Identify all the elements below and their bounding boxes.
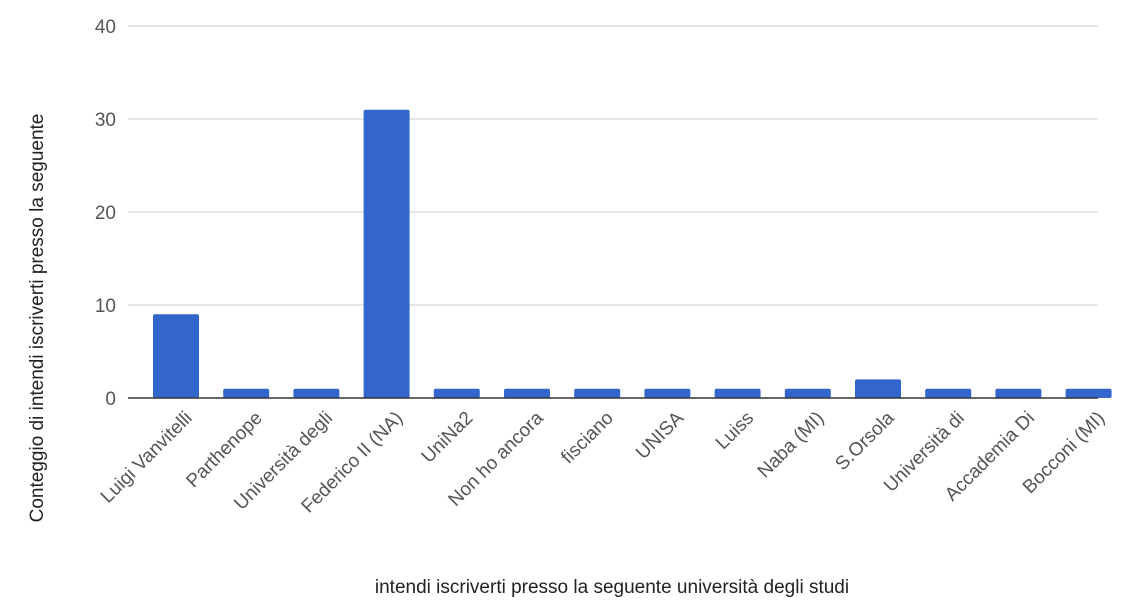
y-axis-tick-labels: 0 10 20 30 40	[95, 17, 116, 410]
x-tick-label: S.Orsola	[831, 407, 898, 474]
bar	[574, 388, 621, 398]
bar	[153, 314, 199, 398]
x-axis-title: intendi iscriverti presso la seguente un…	[375, 577, 849, 598]
y-tick-label: 20	[95, 203, 116, 224]
bar	[784, 388, 831, 398]
bar	[223, 388, 270, 398]
x-tick-label: Luiss	[712, 408, 758, 454]
x-tick-label: Luigi Vanvitelli	[97, 408, 197, 508]
x-tick-label: fisciano	[557, 408, 617, 468]
bar	[1065, 388, 1112, 398]
y-tick-label: 40	[95, 17, 116, 38]
x-tick-label: UniNa2	[418, 408, 478, 468]
gridlines	[128, 25, 1098, 306]
y-tick-label: 10	[95, 296, 116, 317]
bar	[293, 388, 340, 398]
bar	[433, 388, 480, 398]
bar	[504, 388, 550, 398]
bar	[363, 109, 410, 398]
bars	[153, 109, 1112, 398]
bar	[855, 379, 901, 398]
bar	[714, 388, 761, 398]
bar	[644, 388, 691, 398]
y-tick-label: 0	[105, 389, 116, 410]
y-axis-title: Conteggio di intendi iscriverti presso l…	[27, 114, 48, 523]
y-tick-label: 30	[95, 110, 116, 131]
bar	[925, 388, 972, 398]
x-tick-label: Naba (MI)	[754, 408, 829, 483]
bar	[995, 388, 1042, 398]
x-tick-label: UNISA	[632, 408, 688, 464]
